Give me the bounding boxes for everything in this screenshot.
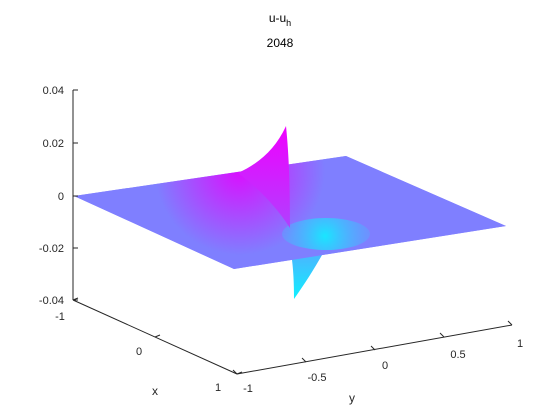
z-tick-label: -0.04 — [39, 295, 64, 307]
x-axis-label: x — [152, 384, 158, 398]
y-tick-mark — [301, 357, 307, 363]
y-tick-label: 0 — [382, 360, 388, 372]
y-tick-mark — [507, 320, 513, 326]
y-tick-label: 1 — [517, 338, 523, 350]
chart-title: u-uh — [269, 11, 291, 28]
x-tick-label: 1 — [215, 382, 221, 394]
x-tick-mark — [154, 334, 161, 338]
y-tick-mark — [232, 369, 238, 375]
chart-title-subscript: h — [286, 18, 291, 28]
y-axis-ticks: -1 -0.5 0 0.5 1 — [232, 320, 523, 395]
surface-positive-region — [74, 156, 506, 269]
x-tick-label: 0 — [136, 346, 142, 358]
y-tick-label: -0.5 — [308, 372, 327, 384]
z-tick-label: 0 — [58, 191, 64, 203]
y-tick-mark — [439, 332, 445, 338]
y-tick-label: -1 — [243, 383, 253, 395]
z-axis-ticks: 0.04 0.02 0 -0.02 -0.04 — [39, 85, 78, 307]
surface-positive-spike — [238, 126, 290, 228]
chart-subtitle: 2048 — [267, 36, 294, 50]
x-tick-mark — [72, 297, 79, 301]
y-tick-mark — [370, 345, 376, 351]
chart-title-main: u-u — [269, 11, 286, 25]
y-tick-label: 0.5 — [450, 349, 465, 361]
z-tick-label: 0.04 — [43, 85, 64, 97]
z-tick-label: 0.02 — [43, 138, 64, 150]
x-axis-ticks: -1 0 1 — [55, 297, 243, 394]
y-axis-label: y — [349, 391, 355, 405]
z-tick-label: -0.02 — [39, 243, 64, 255]
surface-negative-region — [282, 218, 370, 250]
x-tick-label: -1 — [55, 311, 65, 323]
